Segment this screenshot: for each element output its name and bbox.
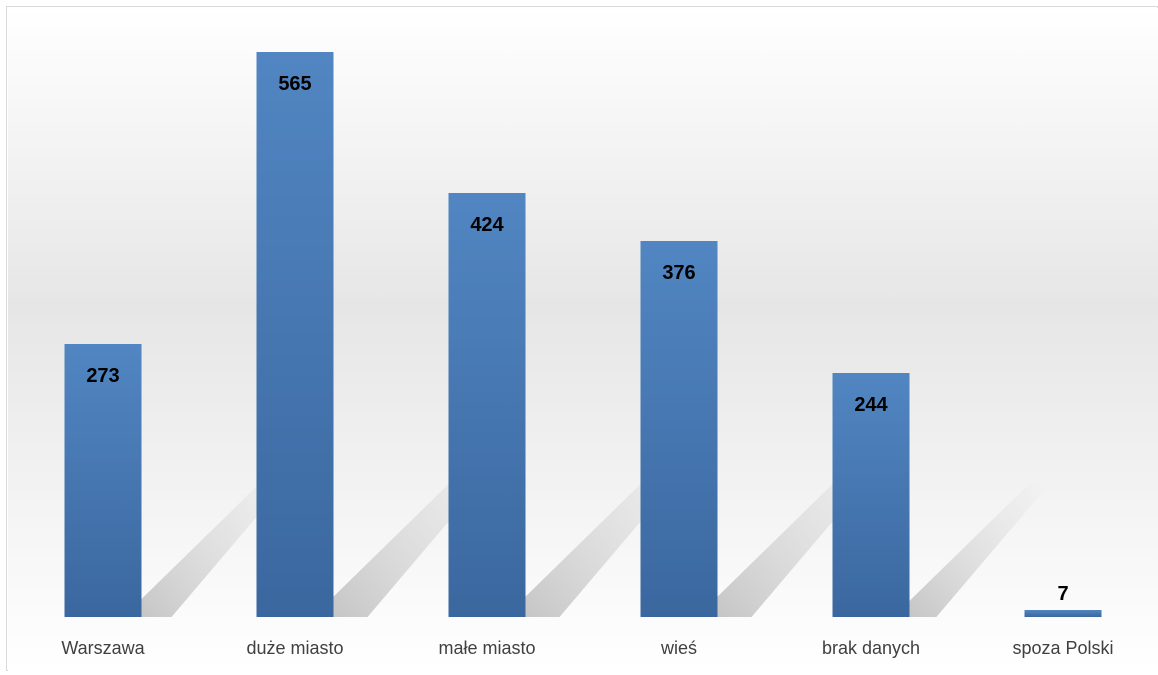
category-label-spoza-polski: spoza Polski: [1012, 638, 1113, 658]
category-label-brak-danych: brak danych: [822, 638, 920, 658]
value-label-wieś: 376: [662, 262, 695, 284]
bar-brak-danych: [832, 373, 910, 617]
value-label-spoza-polski: 7: [1057, 583, 1068, 605]
category-label-duże-miasto: duże miasto: [246, 638, 343, 658]
value-label-warszawa: 273: [86, 365, 119, 387]
chart-frame: 273 565 424 376 244 7 Warszawa duże miasto małe…: [6, 6, 1158, 671]
category-label-wieś: wieś: [660, 638, 697, 658]
bar-chart: 273 565 424 376 244 7 Warszawa duże miasto małe…: [8, 8, 1158, 671]
value-label-duże-miasto: 565: [278, 73, 311, 95]
bar-warszawa: [64, 344, 142, 617]
bar-małe-miasto: [448, 193, 526, 617]
category-label-małe-miasto: małe miasto: [438, 638, 535, 658]
bars: [64, 52, 1102, 617]
category-labels: Warszawa duże miasto małe miasto wieś brak d…: [61, 638, 1113, 658]
category-label-warszawa: Warszawa: [61, 638, 145, 658]
value-label-małe-miasto: 424: [470, 214, 504, 236]
bar-duże-miasto: [256, 52, 334, 617]
bar-spoza-polski: [1024, 610, 1102, 617]
value-label-brak-danych: 244: [854, 394, 888, 416]
bar-wieś: [640, 241, 718, 617]
value-labels: 273 565 424 376 244 7: [86, 73, 1068, 605]
bar-shadow-brak-danych: [909, 482, 1051, 617]
